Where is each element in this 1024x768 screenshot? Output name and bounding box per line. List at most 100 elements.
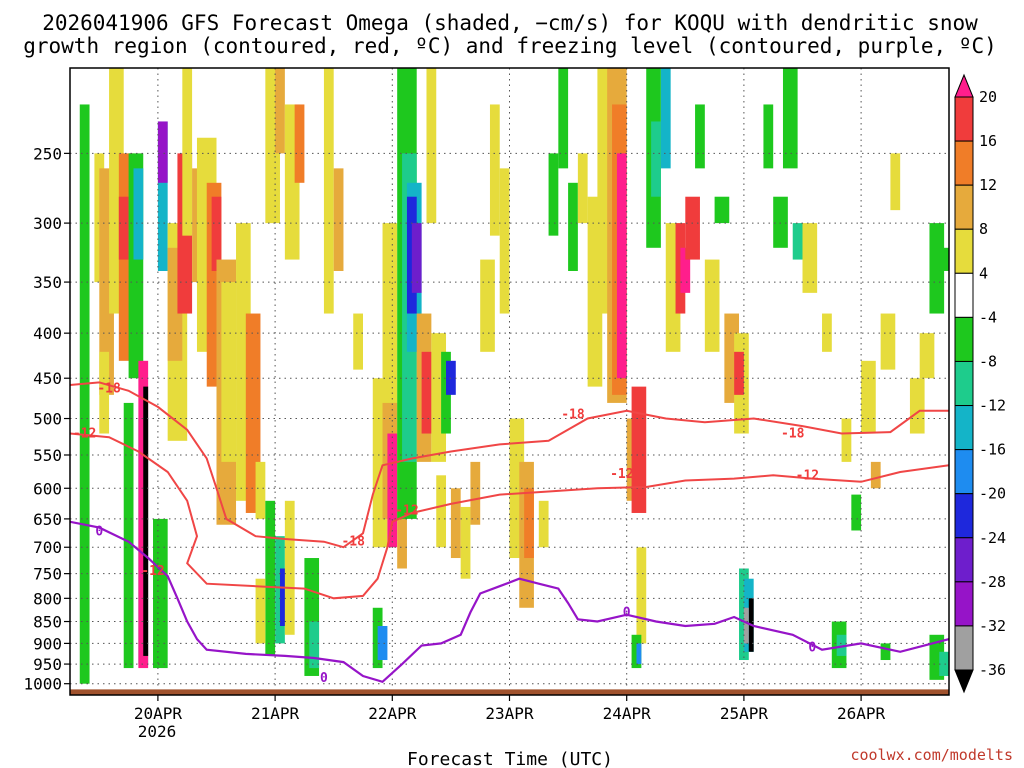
omega-cell [265,500,276,656]
omega-cell [695,104,705,169]
omega-cell [499,168,510,314]
omega-cell [929,223,945,314]
omega-cell [802,223,818,293]
y-tick-label: 550 [33,446,62,465]
y-tick-label: 800 [33,589,62,608]
freezing-contour-label: 0 [808,641,816,656]
omega-cell [685,196,700,260]
omega-cell [470,461,481,525]
y-tick-label: 700 [33,538,62,557]
grid-lines [70,68,949,695]
colorbar-label: -32 [979,617,1006,635]
colorbar-label: -16 [979,441,1006,459]
omega-cell [616,153,627,379]
omega-cell [157,121,168,183]
colorbar-swatch [954,272,974,318]
dgz-contour-label: -18 [781,427,805,442]
colorbar-label: -4 [979,308,997,326]
omega-cell [157,121,168,271]
omega-cell [836,634,847,656]
colorbar-swatch [954,96,974,142]
omega-cell [460,506,471,579]
omega-cell [118,196,129,260]
y-tick-label: 950 [33,655,62,674]
colorbar-label: 8 [979,220,988,238]
dgz-contour-label: -12 [141,564,164,579]
chart-title-line1: 2026041906 GFS Forecast Omega (shaded, −… [42,11,978,35]
freezing-level-contour [70,520,949,684]
dgz-contour-label: -18 [561,408,585,423]
omega-cell [275,68,285,154]
omega-shading [79,68,949,684]
omega-cell [675,223,686,314]
y-tick-label: 600 [33,479,62,498]
omega-cell [734,351,744,395]
colorbar-swatch [954,449,974,495]
y-tick-label: 500 [33,410,62,429]
omega-cell [792,223,803,260]
omega-cell [548,153,559,236]
colorbar-label: 12 [979,176,997,194]
year-label: 2026 [138,722,177,741]
omega-cell [211,196,222,271]
omega-cell [909,378,925,434]
freezing-contour-label: 0 [95,525,103,540]
colorbar-swatch [954,405,974,451]
omega-cell [489,104,500,236]
omega-cell [153,518,168,669]
omega-cell [568,182,578,271]
x-tick-label: 26APR [837,704,886,723]
omega-cell [524,488,534,559]
colorbar-swatch [954,625,974,671]
colorbar-swatch [954,228,974,274]
colorbar-swatch [954,493,974,539]
colorbar-label: -20 [979,485,1006,503]
dgz-contour-label: -12 [73,427,96,442]
credit-label: coolwx.com/modelts [850,746,1013,764]
omega-cell [782,68,798,169]
dgz-minus18-contour [70,381,949,549]
colorbar-label: 20 [979,88,997,106]
omega-cell [636,643,642,665]
omega-cell [411,223,422,293]
y-tick-label: 900 [33,634,62,653]
x-tick-label: 23APR [485,704,534,723]
omega-cell [436,475,447,548]
dgz-contour-label: -18 [341,535,365,550]
colorbar-swatch [954,537,974,583]
omega-cell [450,488,461,559]
x-axis-label: Forecast Time (UTC) [407,749,613,768]
x-tick-label: 24APR [603,704,652,723]
ground-surface [70,689,949,695]
contour-lines: -18 -12 -18 -12 -12 -18 -12 -18 -12 0 0 0 0 [70,381,949,686]
colorbar: 20 16 12 8 4 -4 -8 -12 -16 -20 -24 -28 -32 -36 [954,73,1006,694]
colorbar-label: -36 [979,661,1006,679]
colorbar-swatch [954,140,974,186]
omega-cell [294,104,305,183]
omega-cell [890,153,901,211]
dgz-contour-label: -18 [97,381,121,396]
omega-cell [841,418,852,462]
colorbar-swatch [954,184,974,230]
plot-area: -18 -12 -18 -12 -12 -18 -12 -18 -12 0 0 0 0 [70,68,949,695]
omega-cell [870,461,881,489]
omega-cell [577,153,588,224]
omega-cell [939,651,949,676]
colorbar-swatch [954,316,974,362]
omega-cell [636,547,647,644]
colorbar-swatch [954,581,974,627]
omega-cell [79,104,90,684]
omega-cell [651,121,661,197]
omega-cell [660,68,671,169]
y-tick-label: 350 [33,273,62,292]
omega-cell [714,196,730,224]
omega-cell [538,500,549,548]
dgz-contour-label: -12 [610,467,633,482]
omega-cell [704,259,720,352]
colorbar-label: -12 [979,397,1006,415]
omega-cell [426,68,437,224]
omega-cell [763,104,774,169]
omega-cell [309,621,320,669]
x-tick-label: 22APR [368,704,417,723]
dgz-contour-label: -12 [395,504,418,519]
